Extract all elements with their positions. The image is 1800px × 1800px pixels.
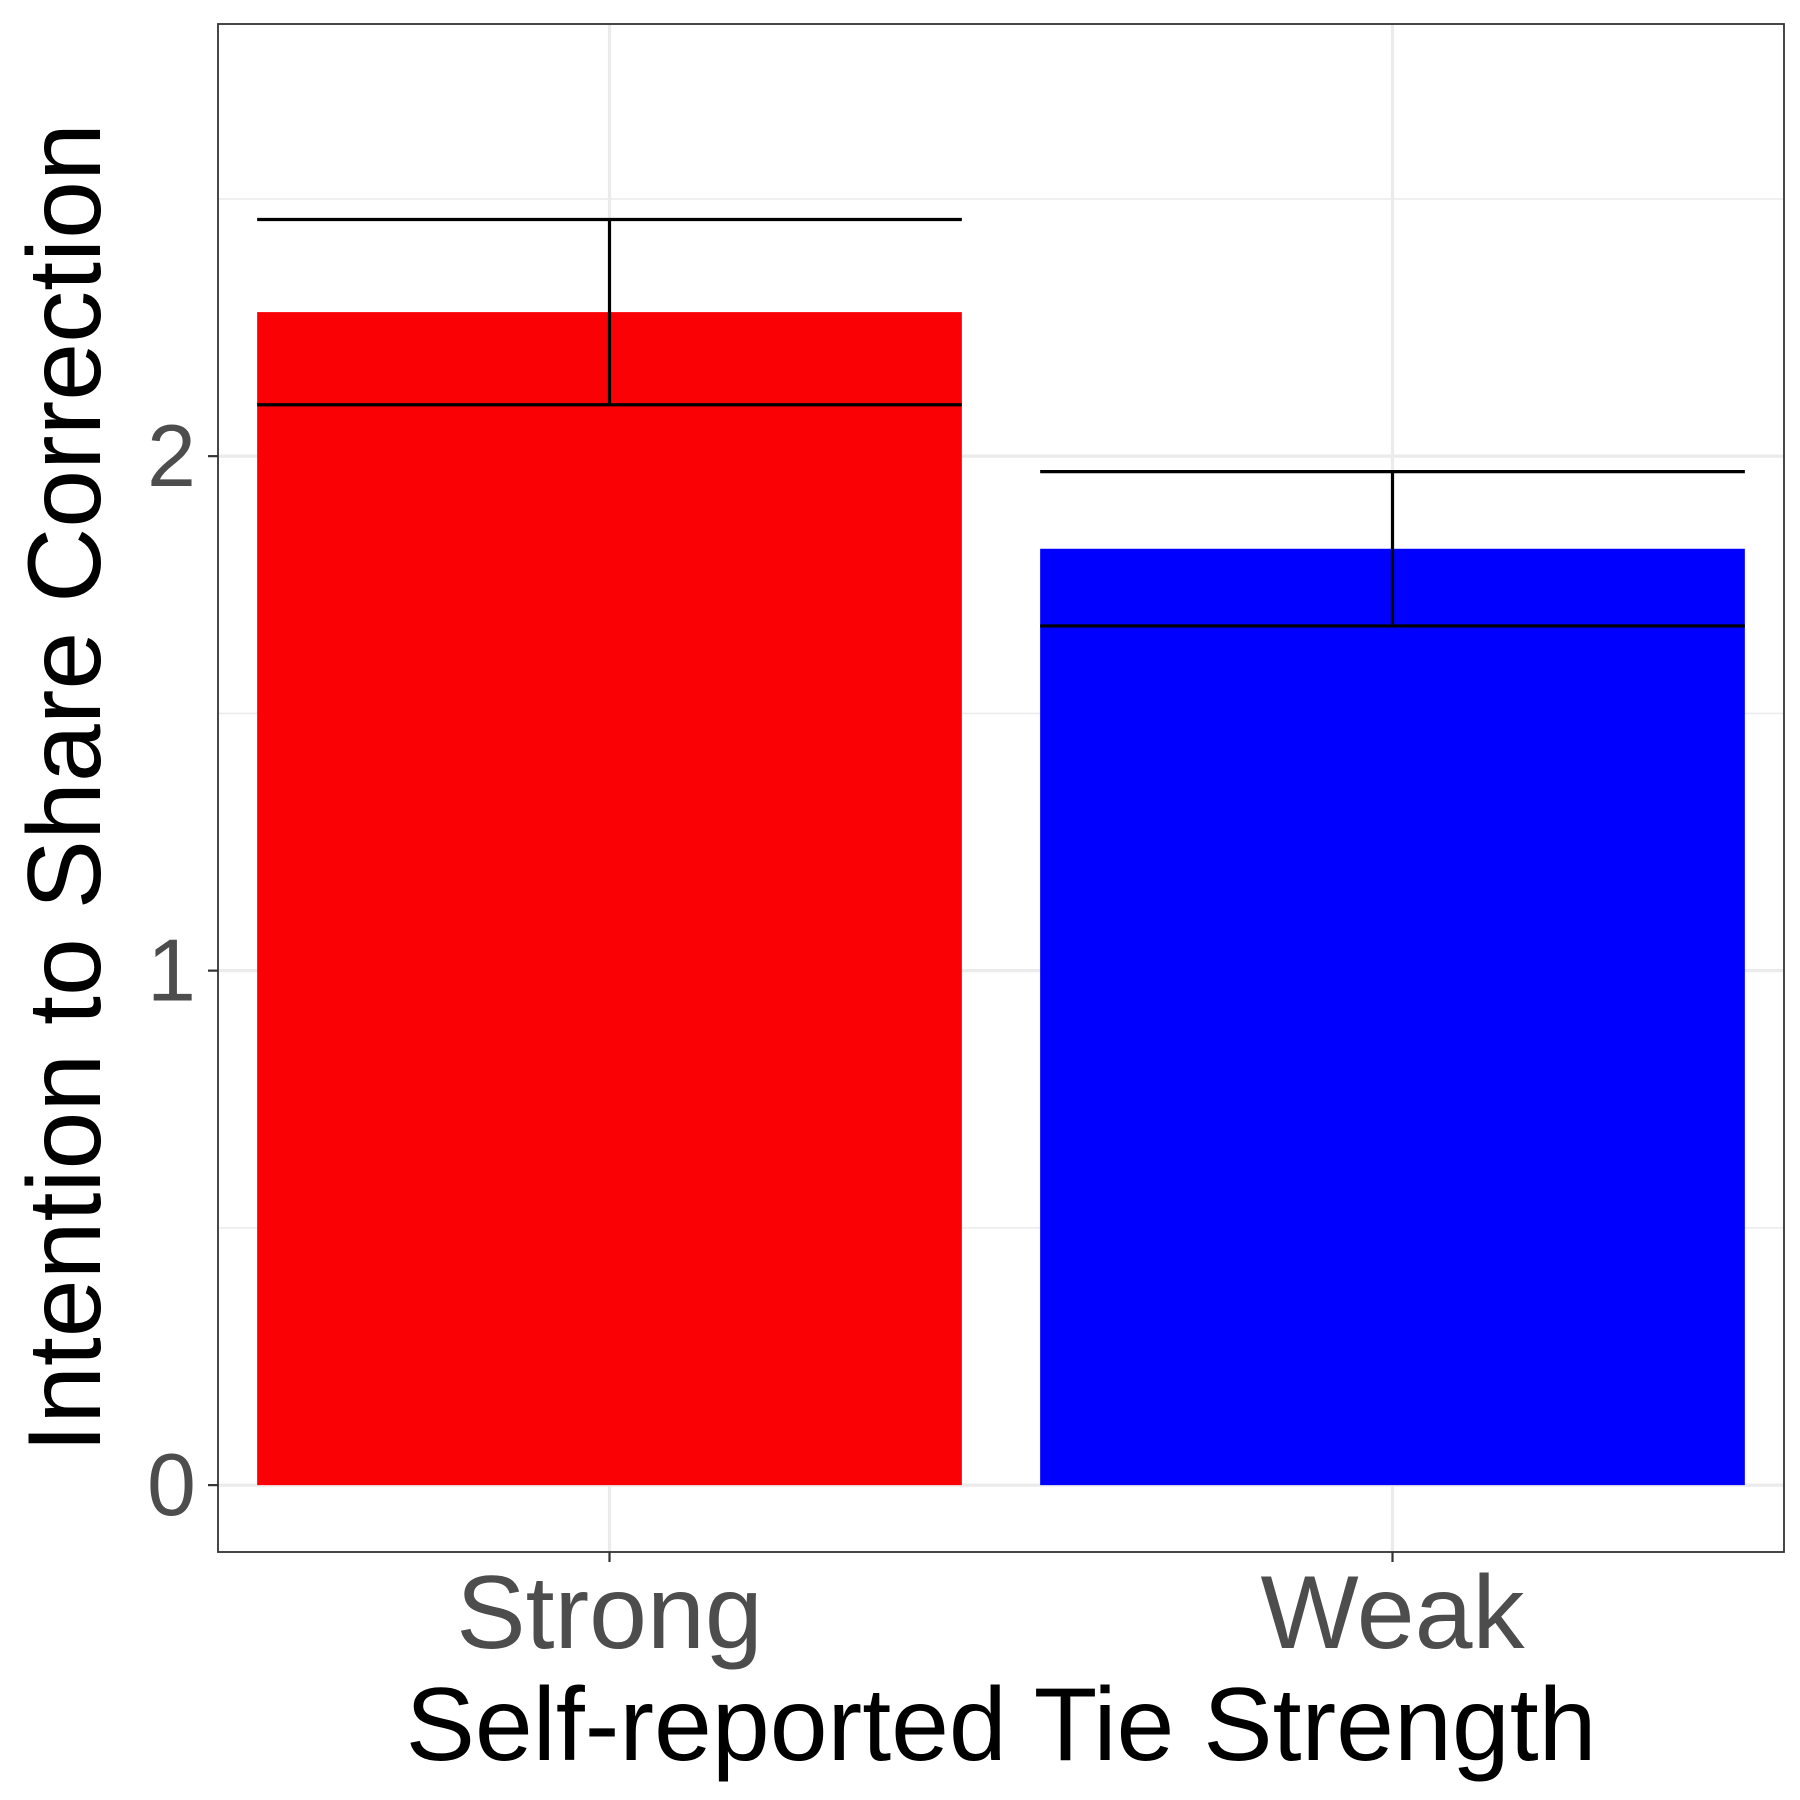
axes: 0 1 2 Strong Weak	[147, 406, 1525, 1671]
bar-strong	[257, 312, 962, 1486]
errorbar-weak	[1040, 469, 1745, 628]
errorbar-strong	[257, 217, 962, 407]
x-axis-title: Self-reported Tie Strength	[406, 1667, 1597, 1783]
y-axis-title: Intention to Share Correction	[7, 123, 123, 1453]
y-tick-label: 0	[147, 1435, 196, 1534]
y-tick-label: 1	[147, 921, 196, 1020]
y-tick-label: 2	[147, 406, 196, 505]
bars	[257, 312, 1745, 1486]
x-tick-label: Weak	[1261, 1555, 1526, 1671]
x-tick-label: Strong	[456, 1555, 762, 1671]
plot-panel-border	[217, 23, 1785, 1553]
bar-weak	[1040, 548, 1745, 1486]
error-bars	[257, 217, 1745, 628]
